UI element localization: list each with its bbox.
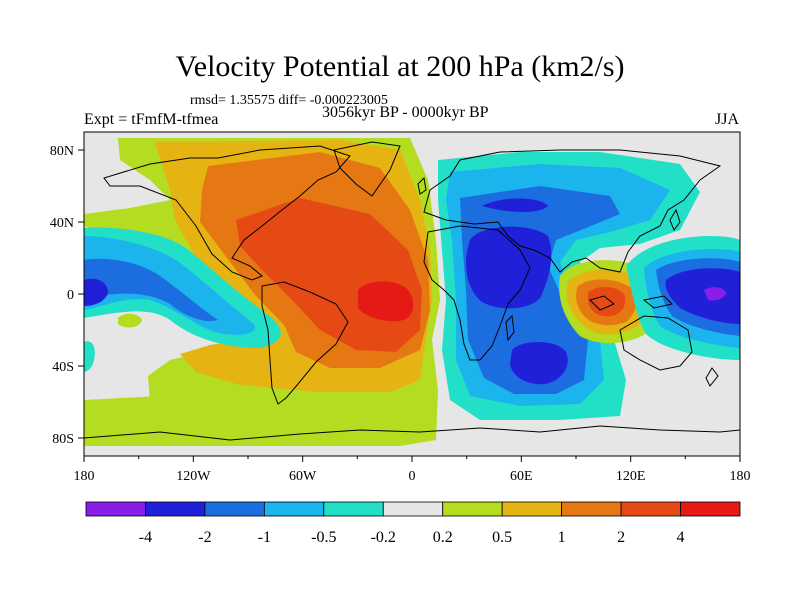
field-neg-2c [482, 198, 548, 212]
colorbar-label: 0.5 [492, 529, 512, 546]
field-pos-4 [358, 281, 414, 322]
colorbar-swatch [204, 501, 265, 517]
field-wp-2 [665, 268, 740, 324]
colorbar-swatch [620, 501, 681, 517]
colorbar-swatch [263, 501, 325, 517]
colorbar-label: 2 [617, 529, 625, 546]
colorbar-swatch [382, 501, 444, 517]
coast-madagascar [505, 314, 515, 342]
y-tick-label: 40N [50, 216, 74, 231]
colorbar-label: 1 [558, 529, 566, 546]
x-tick-label: 0 [409, 469, 416, 484]
y-tick-label: 40S [52, 360, 74, 375]
stats-label: rmsd= 1.35575 diff= -0.000223005 [190, 93, 388, 108]
field-wp-4 [704, 287, 726, 301]
colorbar-label: -1 [258, 529, 271, 546]
x-tick-label: 60E [510, 469, 533, 484]
coast-north-america [103, 145, 351, 281]
field-neg-2 [466, 226, 552, 309]
field-neg-2b [510, 342, 568, 385]
coast-new-guinea [642, 295, 673, 309]
colorbar-label: -0.2 [371, 529, 396, 546]
coast-new-zealand [705, 367, 719, 387]
colorbar-swatch [561, 501, 622, 517]
y-tick-label: 80S [52, 432, 74, 447]
x-tick-label: 180 [730, 469, 751, 484]
colorbar-swatch [323, 501, 384, 517]
coast-greenland [333, 141, 401, 197]
x-tick-label: 120W [176, 469, 211, 484]
field-sw-neg [84, 341, 95, 372]
colorbar-label: -4 [139, 529, 152, 546]
colorbar-swatch [145, 501, 206, 517]
field-mc-2 [588, 286, 626, 317]
x-tick-label: 120E [616, 469, 646, 484]
colorbar-swatch [85, 501, 146, 517]
field-ep-2 [84, 278, 108, 306]
season-label: JJA [715, 111, 740, 128]
colorbar-swatch [501, 501, 563, 517]
coast-eurasia [423, 149, 722, 273]
coast-uk [417, 176, 427, 195]
colorbar-label: -0.5 [311, 529, 336, 546]
x-tick-label: 180 [74, 469, 95, 484]
coast-africa [423, 225, 531, 361]
coast-indonesia [589, 295, 615, 311]
coast-antarctica [84, 425, 740, 441]
coast-south-america [261, 281, 349, 405]
x-tick-label: 60W [289, 469, 317, 484]
colorbar-swatch [680, 501, 741, 517]
field-ep-1 [84, 258, 218, 322]
coast-japan [669, 208, 681, 232]
colorbar-label: -2 [198, 529, 211, 546]
y-tick-label: 0 [67, 288, 74, 303]
experiment-label: Expt = tFmfM-tfmea [84, 111, 219, 128]
colorbar-label: 0.2 [433, 529, 453, 546]
y-tick-label: 80N [50, 144, 74, 159]
colorbar-label: 4 [677, 529, 685, 546]
field-ep-yhole [118, 313, 142, 328]
coast-australia [619, 315, 693, 371]
colorbar-swatch [442, 501, 503, 517]
plot-title: Velocity Potential at 200 hPa (km2/s) [175, 50, 625, 83]
period-label: 3056kyr BP - 0000kyr BP [322, 104, 489, 121]
